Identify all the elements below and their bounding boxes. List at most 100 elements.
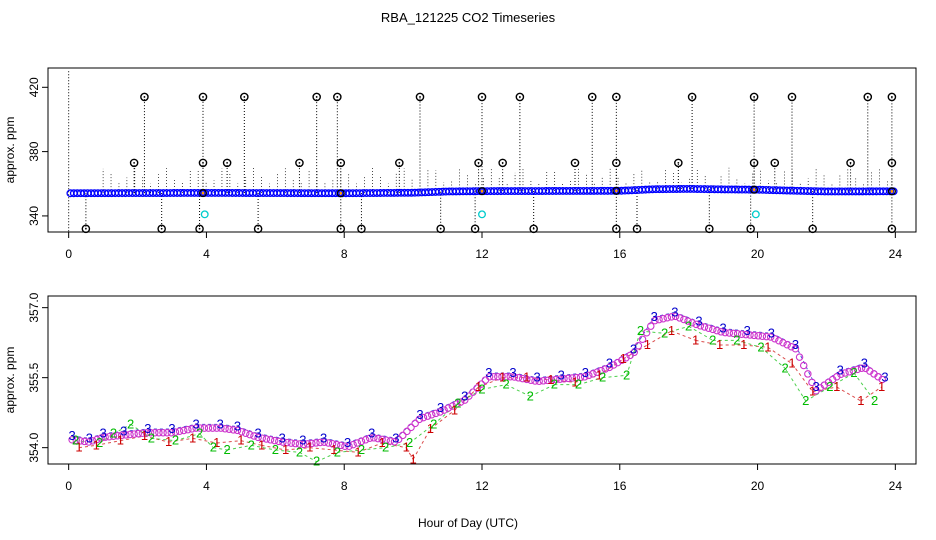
highlight-point-center — [752, 188, 756, 192]
series-1-connector — [357, 442, 383, 453]
series-3-marker: 3 — [582, 365, 589, 380]
series-2-marker: 2 — [382, 440, 389, 455]
series-3-marker: 3 — [254, 426, 261, 441]
trace-point — [514, 374, 523, 382]
cyan-point — [478, 210, 486, 219]
series-1-marker: 1 — [833, 379, 840, 394]
series-2-marker: 2 — [454, 395, 461, 410]
trace-point — [200, 424, 209, 432]
trace-point — [622, 354, 630, 362]
spike-mid-point — [612, 158, 621, 168]
spike-mid-point — [198, 158, 208, 168]
series-2-marker: 2 — [110, 426, 117, 441]
trace-point — [638, 335, 647, 343]
trace-point — [766, 333, 775, 341]
series-3-connector — [794, 344, 817, 388]
trace-point — [250, 432, 258, 440]
series-2-marker: 2 — [551, 377, 558, 392]
series-2-marker: 2 — [223, 442, 230, 457]
series-1-connector — [812, 386, 837, 393]
trace-point — [287, 439, 295, 447]
series-1-marker: 1 — [644, 337, 651, 352]
series-3-marker: 3 — [192, 416, 199, 431]
series-2-connector — [385, 442, 410, 449]
series-2-marker: 2 — [502, 377, 509, 392]
trace-point — [833, 372, 841, 381]
series-3-marker: 3 — [558, 367, 565, 382]
series-2-connector — [664, 325, 689, 334]
trace-point — [126, 430, 134, 439]
series-3-marker: 3 — [144, 421, 151, 436]
trace-point — [192, 424, 200, 432]
series-2-marker: 2 — [599, 370, 606, 385]
spike-high-point — [749, 92, 759, 102]
trace-point — [221, 424, 229, 433]
highlight-point — [612, 186, 621, 195]
spike-mid-point-center — [226, 161, 229, 164]
series-2-connector — [578, 377, 603, 386]
trace-point — [68, 435, 76, 444]
trace-point — [775, 336, 783, 345]
trace-point — [84, 438, 93, 446]
series-3-marker: 3 — [99, 426, 106, 441]
spike-mid-point-center — [849, 161, 852, 164]
trace-point — [407, 423, 415, 432]
trace-point — [556, 375, 564, 383]
series-1-marker: 1 — [523, 370, 530, 385]
series-1-marker: 1 — [213, 435, 220, 450]
top-y-tick-label: 340 — [27, 206, 41, 226]
series-1-marker: 1 — [788, 356, 795, 371]
trace-point — [266, 436, 275, 444]
series-3-marker: 3 — [509, 365, 516, 380]
spike-low-point-center — [339, 227, 342, 230]
series-1-marker: 1 — [427, 421, 434, 436]
trace-point — [80, 437, 89, 446]
trace-point — [163, 428, 171, 437]
trace-point — [299, 440, 308, 449]
trace-point — [609, 361, 618, 369]
series-3-marker: 3 — [861, 356, 868, 371]
series-3-connector — [123, 428, 148, 432]
series-3-marker: 3 — [168, 421, 175, 436]
spike-high-point — [887, 92, 897, 102]
series-2-connector — [316, 451, 338, 463]
series-2-connector — [227, 444, 252, 451]
trace-point — [365, 434, 374, 442]
trace-point — [167, 428, 176, 437]
trace-point — [361, 436, 370, 444]
spike-mid-point-center — [133, 161, 136, 164]
trace-point — [469, 388, 477, 396]
trace-point — [374, 434, 382, 443]
series-3-marker: 3 — [792, 337, 799, 352]
trace-point — [527, 376, 535, 384]
series-1-marker: 1 — [354, 444, 361, 459]
spike-high-point-center — [866, 96, 869, 98]
series-3-connector — [585, 363, 610, 374]
spike-low-point-center — [532, 227, 535, 230]
spike-low-point-center — [84, 227, 87, 230]
series-2-marker: 2 — [127, 416, 134, 431]
series-1-connector — [96, 440, 121, 446]
highlight-point — [336, 189, 345, 198]
trace-point — [589, 370, 597, 378]
series-2-marker: 2 — [406, 435, 413, 450]
trace-point — [378, 435, 386, 444]
series-2-marker: 2 — [248, 437, 255, 452]
trace-point — [642, 328, 651, 337]
trace-point — [535, 377, 543, 385]
trace-point — [779, 338, 787, 347]
series-2-marker: 2 — [527, 388, 534, 403]
series-2-connector — [784, 368, 807, 402]
spike-high-point-center — [243, 96, 246, 98]
series-1-connector — [309, 447, 334, 451]
series-1-marker: 1 — [93, 437, 100, 452]
series-1-marker: 1 — [306, 440, 313, 455]
series-1-marker: 1 — [117, 433, 124, 448]
trace-point — [246, 430, 254, 439]
top-x-tick-label: 12 — [475, 247, 489, 261]
spike-mid-point-center — [615, 161, 618, 164]
trace-point — [328, 440, 337, 448]
top-x-tick-label: 8 — [341, 247, 348, 261]
series-2-marker: 2 — [313, 454, 320, 469]
